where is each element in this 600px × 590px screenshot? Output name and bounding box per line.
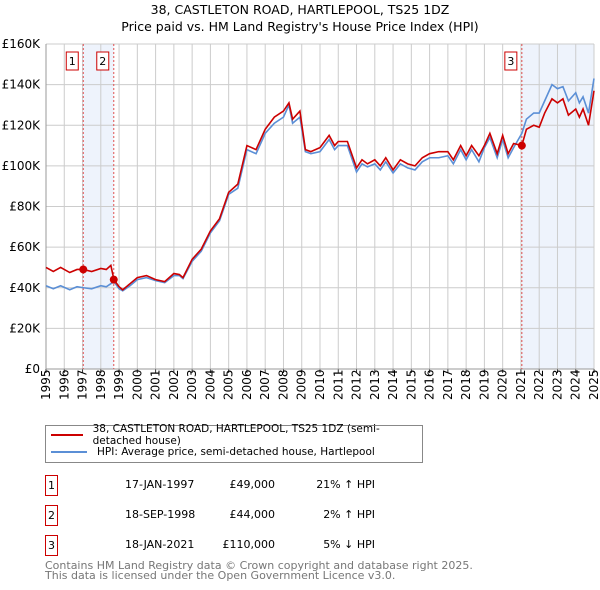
marker-badge-label: 1 [69,55,76,68]
y-tick-label: £80K [9,200,41,214]
x-tick-label: 2004 [203,369,217,400]
x-tick-label: 2005 [222,369,236,400]
transaction-hpi: 21% ↑ HPI [316,478,375,491]
marker-badge-box [96,51,110,71]
transaction-row: 2 18-SEP-1998 £44,000 2% ↑ HPI [45,505,375,526]
legend-label: HPI: Average price, semi-detached house,… [97,446,375,458]
y-tick-label: £60K [9,240,41,254]
footer-licence: This data is licensed under the Open Gov… [45,569,396,582]
x-tick-label: 2013 [368,369,382,400]
chart-subtitle: Price paid vs. HM Land Registry's House … [121,19,479,34]
y-tick-label: £20K [9,321,41,335]
sale-point [517,141,526,150]
x-tick-label: 2010 [313,369,327,400]
blue-line-swatch [51,451,87,453]
x-tick-label: 2019 [477,369,491,400]
x-tick-label: 2008 [276,369,290,400]
x-tick-label: 1996 [57,369,71,400]
transaction-date: 17-JAN-1997 [125,478,195,491]
price-chart: 1995 1996 1997 1998 1999 2000 2001 2002 2003 2004… [2,37,600,400]
x-tick-label: 2014 [386,369,400,400]
transaction-price: £49,000 [229,478,276,491]
y-tick-label: £120K [2,118,42,132]
marker-badge-box [504,51,518,71]
y-tick-label: £160K [2,37,42,51]
x-tick-label: 2020 [496,369,510,400]
transaction-date: 18-SEP-1998 [125,508,196,521]
marker-badge-label: 2 [99,55,106,68]
transaction-price: £110,000 [222,538,276,551]
x-tick-label: 2017 [441,369,455,400]
transaction-row: 1 17-JAN-1997 £49,000 21% ↑ HPI [45,475,375,496]
x-tick-label: 2015 [404,369,418,400]
x-tick-label: 2022 [532,369,546,400]
x-tick-label: 2024 [569,369,583,400]
marker-badge: 1 [45,475,58,496]
marker-badge: 3 [45,535,58,556]
footer: Contains HM Land Registry data © Crown c… [45,559,473,582]
legend: 38, CASTLETON ROAD, HARTLEPOOL, TS25 1DZ… [45,423,423,463]
x-tick-label: 2011 [331,369,345,400]
marker-badge-label: 3 [507,55,514,68]
x-tick-label: 1997 [76,369,90,400]
transaction-hpi: 2% ↑ HPI [323,508,375,521]
x-tick-label: 2002 [167,369,181,400]
hpi-line [45,78,595,292]
legend-label: 38, CASTLETON ROAD, HARTLEPOOL, TS25 1DZ… [92,423,380,447]
y-tick-label: £140K [2,78,42,92]
x-tick-label: 2009 [295,369,309,400]
y-tick-label: £40K [9,281,41,295]
x-tick-label: 2003 [185,369,199,400]
transaction-hpi: 5% ↓ HPI [323,538,375,551]
sale-point [109,275,118,284]
footer-copyright: Contains HM Land Registry data © Crown c… [45,559,473,572]
chart-title: 38, CASTLETON ROAD, HARTLEPOOL, TS25 1DZ [150,2,450,17]
legend-item-property: 38, CASTLETON ROAD, HARTLEPOOL, TS25 1DZ… [51,423,422,447]
x-tick-label: 2025 [587,369,600,400]
x-tick-label: 2016 [423,369,437,400]
x-tick-label: 2001 [149,369,163,400]
marker-badge-box [65,51,79,71]
x-tick-label: 2018 [459,369,473,400]
legend-item-hpi: HPI: Average price, semi-detached house,… [51,444,375,460]
x-tick-label: 2023 [550,369,564,400]
x-tick-label: 2021 [514,369,528,400]
x-tick-label: 2000 [130,369,144,400]
x-tick-label: 2012 [350,369,364,400]
x-tick-label: 1999 [112,369,126,400]
red-line-swatch [51,434,83,436]
x-tick-label: 1998 [94,369,108,400]
y-tick-label: £100K [2,159,42,173]
transaction-price: £44,000 [229,508,276,521]
transaction-row: 3 18-JAN-2021 £110,000 5% ↓ HPI [45,535,375,556]
x-tick-label: 2006 [240,369,254,400]
x-tick-label: 2007 [258,369,272,400]
marker-badge: 2 [45,505,58,526]
y-tick-label: £0 [25,362,40,376]
sale-point [79,265,88,274]
x-tick-label: 1995 [39,369,53,400]
transaction-date: 18-JAN-2021 [125,538,195,551]
